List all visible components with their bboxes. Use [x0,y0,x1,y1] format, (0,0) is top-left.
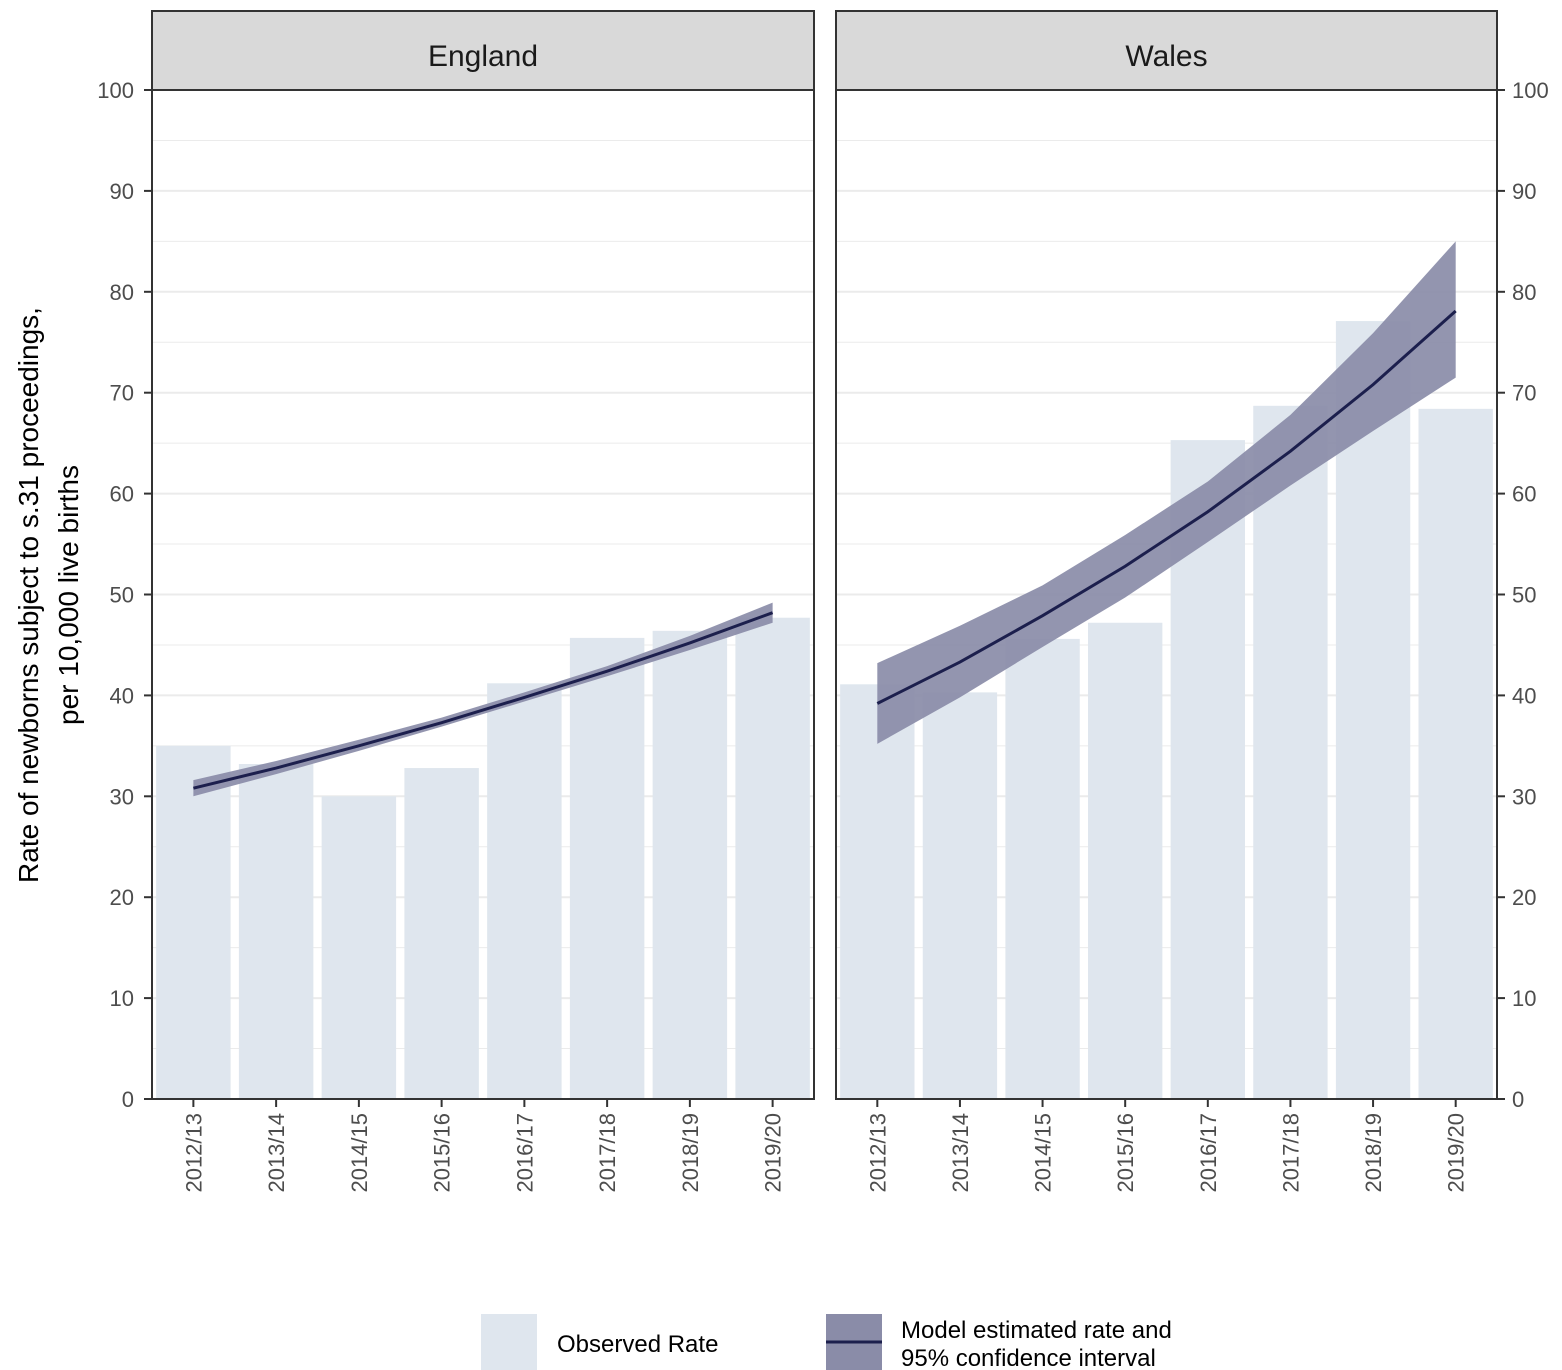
confidence-band-england [193,602,773,797]
y-tick-label-left-80: 80 [110,280,134,305]
bar-wales-2019-20 [1418,408,1493,1099]
bar-wales-2017-18 [1253,405,1328,1099]
bar-england-2019-20 [735,617,810,1099]
y-axis-right: 0 10 20 30 40 50 60 70 80 90 100 [1497,78,1549,1112]
y-tick-label-left-10: 10 [110,986,134,1011]
y-tick-label-left-90: 90 [110,179,134,204]
x-tick-label-england-2012-13: 2012/13 [181,1113,206,1193]
bar-england-2016-17 [487,683,562,1099]
panel-england: England 2012/13 2013/14 2014/15 2015/16 2016… [151,10,815,1193]
bar-england-2018-19 [652,630,728,1099]
bar-wales-2014-15 [1005,638,1080,1099]
panel-wales: Wales 2012/13 2013/14 2014/15 2015/16 2016/1… [835,10,1498,1193]
strip-england [151,10,815,91]
y-tick-label-left-40: 40 [110,683,134,708]
legend-label-observed: Observed Rate [557,1331,718,1358]
bar-england-2015-16 [404,768,479,1099]
x-tick-label-england-2019-20: 2019/20 [761,1113,786,1193]
x-tick-label-wales-2014-15: 2014/15 [1031,1113,1056,1193]
y-tick-label-right-20: 20 [1512,885,1536,910]
y-tick-label-left-20: 20 [110,885,134,910]
x-tick-label-wales-2012-13: 2012/13 [865,1113,890,1193]
y-tick-label-left-0: 0 [122,1087,134,1112]
x-tick-label-wales-2017-18: 2017/18 [1278,1113,1303,1193]
x-tick-label-wales-2013-14: 2013/14 [948,1113,973,1193]
x-tick-label-wales-2016-17: 2016/17 [1196,1113,1221,1193]
bar-england-2014-15 [321,796,397,1099]
x-tick-label-england-2017-18: 2017/18 [595,1113,620,1193]
y-tick-label-right-90: 90 [1512,179,1536,204]
legend-label-model-line-1: Model estimated rate and [901,1317,1172,1344]
y-tick-label-right-30: 30 [1512,784,1536,809]
panel-title-england: England [428,40,538,73]
y-tick-label-left-100: 100 [97,78,134,103]
legend-label-model-line-2: 95% confidence interval [901,1345,1156,1370]
y-tick-label-right-10: 10 [1512,986,1536,1011]
y-tick-label-right-0: 0 [1512,1087,1524,1112]
bar-wales-2012-13 [840,684,915,1099]
confidence-band-wales [877,241,1456,744]
y-axis-title-line-1: Rate of newborns subject to s.31 proceed… [13,307,44,883]
bar-england-2013-14 [238,764,314,1099]
y-axis-title-group: Rate of newborns subject to s.31 proceed… [13,307,84,883]
y-tick-label-right-70: 70 [1512,381,1536,406]
x-tick-label-wales-2019-20: 2019/20 [1444,1113,1469,1193]
x-tick-label-wales-2015-16: 2015/16 [1113,1113,1138,1193]
x-tick-label-england-2018-19: 2018/19 [678,1113,703,1193]
y-tick-label-left-70: 70 [110,381,134,406]
y-tick-label-right-80: 80 [1512,280,1536,305]
y-axis-title-line-2: per 10,000 live births [53,465,84,725]
y-tick-label-right-50: 50 [1512,583,1536,608]
model-line-wales [876,309,1457,705]
panel-title-wales: Wales [1125,40,1207,73]
x-tick-label-england-2014-15: 2014/15 [347,1113,372,1193]
x-tick-label-england-2013-14: 2013/14 [264,1113,289,1193]
y-tick-label-right-100: 100 [1512,78,1549,103]
strip-wales [835,10,1498,91]
bar-england-2012-13 [156,745,231,1099]
bar-wales-2013-14 [922,692,998,1099]
x-tick-label-england-2016-17: 2016/17 [512,1113,537,1193]
y-tick-label-left-50: 50 [110,583,134,608]
x-tick-label-wales-2018-19: 2018/19 [1361,1113,1386,1193]
x-tick-label-england-2015-16: 2015/16 [430,1113,455,1193]
y-tick-label-left-60: 60 [110,482,134,507]
bar-wales-2018-19 [1335,321,1411,1099]
model-line-england [193,611,774,790]
y-tick-label-right-60: 60 [1512,482,1536,507]
y-tick-label-right-40: 40 [1512,683,1536,708]
legend-key-observed [481,1314,537,1370]
bar-wales-2015-16 [1088,622,1163,1099]
y-tick-label-left-30: 30 [110,784,134,809]
legend: Observed Rate Model estimated rate and 9… [481,1314,1172,1370]
bar-england-2017-18 [569,637,645,1099]
y-axis-left: 0 10 20 30 40 50 60 70 80 90 100 [97,78,152,1112]
